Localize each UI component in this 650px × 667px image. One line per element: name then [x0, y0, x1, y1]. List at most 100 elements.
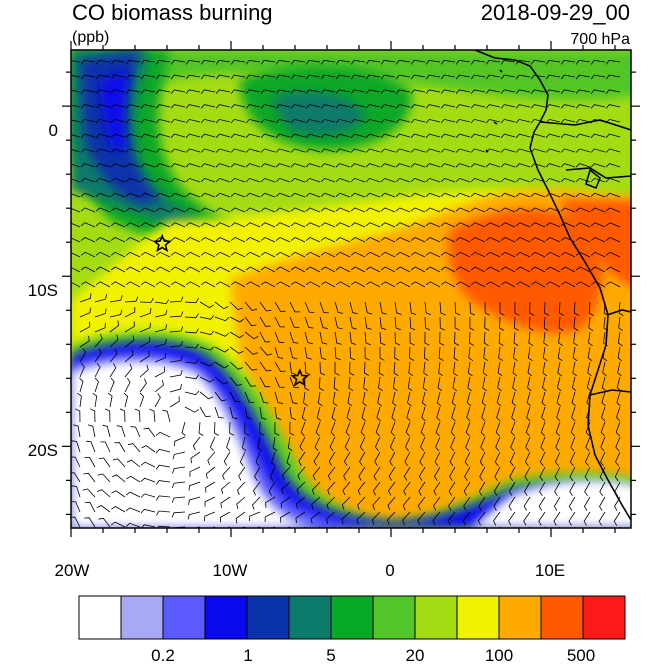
- wind-barb: [530, 59, 546, 65]
- wind-barb: [190, 451, 201, 464]
- wind-barb: [119, 408, 126, 423]
- wind-barb: [500, 281, 516, 288]
- wind-barb: [440, 59, 456, 65]
- wind-barb: [297, 466, 306, 481]
- wind-barb: [260, 59, 276, 65]
- wind-barb: [335, 222, 351, 228]
- wind-barb: [526, 406, 531, 422]
- wind-barb: [275, 281, 291, 288]
- wind-barb: [539, 466, 546, 482]
- wind-barb: [498, 331, 504, 346]
- wind-barb: [380, 148, 396, 153]
- wind-barb: [508, 511, 516, 526]
- wind-barb: [618, 316, 624, 332]
- colorbar-label-0.2: 0.2: [151, 646, 175, 665]
- wind-barb: [94, 294, 108, 303]
- wind-barb: [187, 511, 201, 520]
- wind-barb: [289, 406, 297, 421]
- wind-barbs: [71, 59, 624, 528]
- wind-barb: [125, 163, 141, 168]
- wind-barb: [590, 222, 606, 228]
- wind-barb: [348, 526, 351, 528]
- colorbar-swatch: [582, 595, 626, 640]
- wind-barb: [470, 281, 486, 288]
- wind-barb: [542, 376, 547, 392]
- wind-barb: [356, 511, 366, 525]
- wind-barb: [470, 133, 486, 139]
- wind-barb: [200, 281, 216, 288]
- wind-barb: [513, 316, 519, 331]
- wind-barb: [395, 59, 411, 65]
- wind-barb: [379, 301, 387, 315]
- wind-barb: [599, 481, 606, 497]
- wind-barb: [320, 148, 336, 153]
- wind-barb: [214, 346, 230, 353]
- wind-barb: [590, 59, 606, 65]
- wind-barb: [125, 177, 141, 183]
- wind-barb: [515, 163, 531, 168]
- wind-barb: [200, 237, 216, 243]
- wind-barb: [170, 104, 186, 109]
- wind-barb: [374, 436, 381, 452]
- wind-barb: [298, 451, 306, 466]
- wind-barb: [479, 451, 486, 467]
- wind-barb: [605, 104, 621, 109]
- wind-barb: [140, 508, 156, 514]
- wind-barb: [422, 376, 428, 392]
- wind-barb: [409, 346, 415, 361]
- wind-barb: [515, 266, 531, 273]
- wind-barb: [125, 74, 141, 80]
- wind-barb: [95, 118, 111, 124]
- wind-barb: [229, 376, 242, 386]
- wind-barb: [296, 481, 306, 495]
- wind-barb: [289, 391, 298, 405]
- wind-barb: [395, 281, 411, 288]
- wind-barb: [71, 148, 81, 153]
- wind-barb: [560, 207, 576, 213]
- wind-barb: [380, 207, 396, 213]
- wind-barb: [568, 511, 576, 526]
- wind-barb: [94, 322, 106, 333]
- wind-barb: [530, 237, 546, 243]
- wind-barb: [172, 466, 186, 474]
- wind-barb: [305, 177, 321, 183]
- wind-barb: [312, 466, 321, 481]
- wind-barb: [540, 421, 546, 437]
- wind-barb: [95, 281, 111, 288]
- wind-barb: [245, 192, 261, 198]
- wind-barb: [290, 207, 306, 213]
- wind-barb: [335, 148, 351, 153]
- wind-barb: [395, 266, 411, 273]
- wind-barb: [320, 207, 336, 213]
- wind-barb: [274, 406, 282, 420]
- wind-barb: [170, 222, 186, 228]
- wind-barb: [320, 133, 336, 139]
- wind-barb: [455, 251, 471, 258]
- wind-barb: [425, 177, 441, 183]
- wind-barb: [71, 163, 81, 168]
- wind-barb: [71, 75, 81, 78]
- wind-barb: [440, 89, 456, 95]
- wind-barb: [170, 281, 186, 288]
- wind-barb: [95, 59, 111, 65]
- wind-barb: [84, 456, 96, 468]
- wind-barb: [421, 406, 426, 422]
- wind-barb: [408, 526, 411, 528]
- wind-barb: [425, 192, 441, 198]
- wind-barb: [320, 237, 336, 243]
- wind-barb: [526, 391, 531, 407]
- wind-barb: [379, 316, 387, 330]
- wind-barb: [230, 222, 246, 228]
- wind-barb: [71, 193, 81, 198]
- wind-barb: [605, 237, 621, 243]
- colorbar-swatch: [330, 595, 374, 640]
- wind-barb: [470, 207, 486, 213]
- wind-barb: [305, 74, 321, 80]
- wind-barb: [155, 104, 171, 109]
- wind-barb: [377, 391, 382, 407]
- wind-barb: [87, 424, 96, 438]
- wind-barb: [269, 466, 276, 482]
- wind-barb: [404, 451, 411, 467]
- wind-barb: [230, 104, 246, 109]
- wind-barb: [320, 251, 336, 258]
